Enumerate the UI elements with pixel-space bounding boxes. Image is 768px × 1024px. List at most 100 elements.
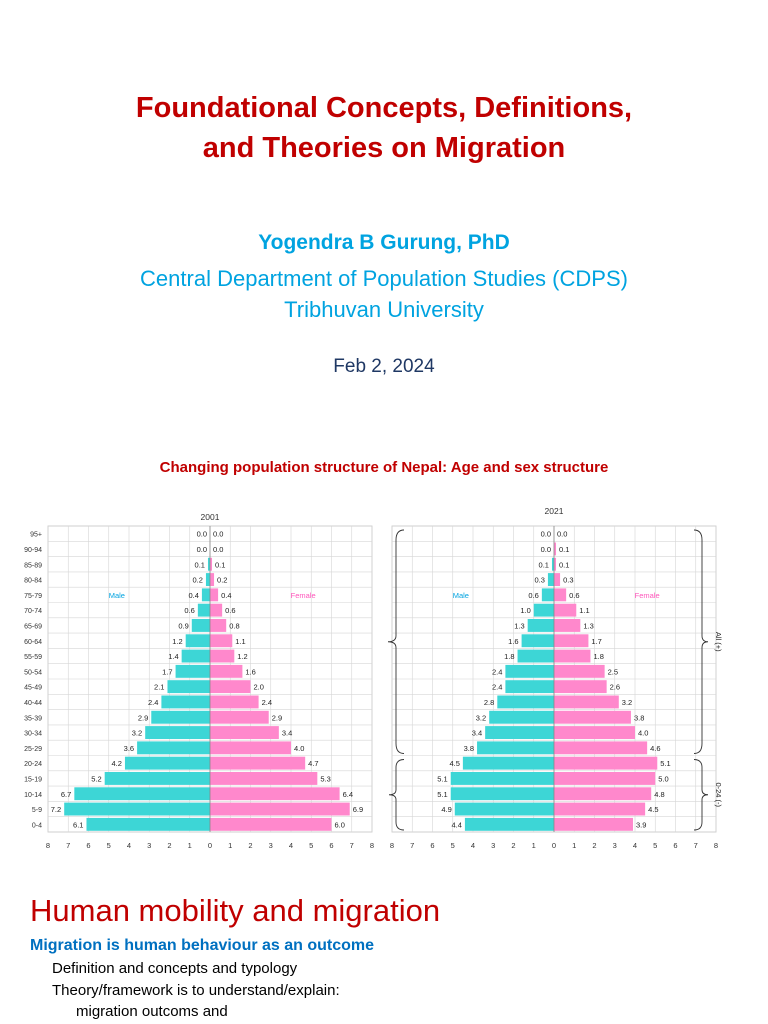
p2-male-bar — [517, 649, 554, 663]
p2-male-bar — [454, 802, 554, 816]
age-group-label: 50-54 — [24, 669, 42, 676]
p2-male-bar — [450, 772, 554, 785]
p1-male-value-label: 0.4 — [188, 591, 198, 600]
p1-x-tick-label: 1 — [188, 841, 192, 850]
age-group-label: 35-39 — [24, 715, 42, 722]
slide-title-line2: and Theories on Migration — [202, 132, 566, 164]
p1-male-bar — [197, 603, 210, 617]
age-group-label: 95+ — [30, 532, 42, 539]
p2-x-tick-label: 6 — [430, 841, 434, 850]
p2-female-value-label: 4.8 — [654, 790, 664, 799]
p2-x-tick-label: 2 — [592, 841, 596, 850]
p2-female-bar — [554, 542, 557, 556]
p2-female-value-label: 3.2 — [622, 698, 632, 707]
p1-female-bar — [210, 603, 223, 617]
p1-legend-female: Female — [291, 591, 316, 600]
p1-female-bar — [210, 664, 243, 678]
p1-male-value-label: 2.4 — [148, 698, 158, 707]
p2-female-bar — [554, 710, 631, 724]
p1-female-value-label: 1.1 — [235, 637, 245, 646]
p1-x-tick-label: 6 — [329, 841, 333, 850]
p1-male-bar — [86, 817, 210, 831]
p2-x-tick-label: 0 — [552, 841, 556, 850]
p1-male-bar — [201, 588, 210, 602]
p2-female-value-label: 2.6 — [610, 683, 620, 692]
age-group-label: 40-44 — [24, 700, 42, 707]
age-group-label: 70-74 — [24, 608, 42, 615]
p1-male-bar — [64, 802, 210, 816]
p1-female-value-label: 2.0 — [254, 683, 264, 692]
p1-female-value-label: 2.9 — [272, 713, 282, 722]
p2-x-tick-label: 8 — [390, 841, 394, 850]
p2-male-bar — [477, 741, 554, 755]
p1-male-value-label: 6.1 — [73, 820, 83, 829]
p1-chart-title: 2001 — [201, 512, 220, 522]
p2-male-value-label: 4.5 — [449, 759, 459, 768]
age-group-label: 30-34 — [24, 731, 42, 738]
p2-male-bar — [551, 557, 554, 571]
p1-x-tick-label: 0 — [208, 841, 212, 850]
p1-male-value-label: 0.9 — [178, 621, 188, 630]
p1-x-tick-label: 7 — [66, 841, 70, 850]
age-group-label: 25-29 — [24, 746, 42, 753]
p2-male-bar — [497, 695, 554, 709]
p1-male-bar — [207, 557, 210, 571]
affiliation-line2: Tribhuvan University — [284, 297, 484, 322]
p2-male-bar — [521, 634, 554, 648]
p2-female-bar — [554, 634, 589, 648]
bullet-item: Definition and concepts and typology — [52, 960, 298, 977]
age-group-label: 90-94 — [24, 547, 42, 554]
p1-female-value-label: 0.2 — [217, 576, 227, 585]
p1-female-bar — [210, 787, 340, 801]
age-group-label: 20-24 — [24, 761, 42, 768]
p1-male-value-label: 0.2 — [193, 576, 203, 585]
p2-x-tick-label: 3 — [491, 841, 495, 850]
right-brace-youth — [693, 759, 709, 831]
p2-female-bar — [554, 664, 605, 678]
p2-male-value-label: 1.3 — [514, 621, 524, 630]
p2-male-value-label: 3.2 — [476, 713, 486, 722]
p2-male-value-label: 0.1 — [539, 560, 549, 569]
p1-x-tick-label: 1 — [228, 841, 232, 850]
p2-x-tick-label: 1 — [572, 841, 576, 850]
p2-male-bar — [527, 619, 554, 632]
p1-male-value-label: 5.2 — [91, 774, 101, 783]
p2-female-value-label: 1.1 — [579, 606, 589, 615]
p2-male-bar — [489, 710, 554, 724]
p1-male-bar — [181, 649, 210, 663]
p2-male-value-label: 0.0 — [541, 530, 551, 539]
p1-x-tick-label: 4 — [127, 841, 131, 850]
p1-female-bar — [210, 817, 332, 831]
p1-x-tick-label: 5 — [107, 841, 111, 850]
age-group-label: 15-19 — [24, 776, 42, 783]
annotation-all-plus: All (+) — [714, 632, 723, 652]
p2-x-tick-label: 7 — [694, 841, 698, 850]
p1-female-bar — [210, 772, 318, 785]
p2-x-tick-label: 6 — [673, 841, 677, 850]
annotation-0-24-minus: 0-24 (-) — [714, 782, 723, 807]
p2-male-value-label: 4.4 — [451, 820, 461, 829]
p1-male-value-label: 7.2 — [51, 805, 61, 814]
p1-female-value-label: 0.8 — [229, 621, 239, 630]
p1-x-tick-label: 2 — [248, 841, 252, 850]
p1-female-bar — [210, 802, 350, 816]
p1-male-value-label: 1.4 — [168, 652, 178, 661]
p2-female-bar — [554, 787, 652, 801]
age-group-label: 10-14 — [24, 792, 42, 799]
age-group-label: 80-84 — [24, 578, 42, 585]
p1-male-value-label: 4.2 — [112, 759, 122, 768]
p2-male-value-label: 0.3 — [534, 576, 544, 585]
p2-female-value-label: 4.6 — [650, 744, 660, 753]
p1-x-tick-label: 4 — [289, 841, 293, 850]
p1-male-bar — [185, 634, 210, 648]
p2-female-bar — [554, 802, 646, 816]
p1-male-bar — [151, 710, 210, 724]
p2-male-bar — [464, 817, 554, 831]
p1-female-bar — [210, 695, 259, 709]
p2-male-bar — [462, 756, 554, 770]
age-group-label: 55-59 — [24, 654, 42, 661]
p1-female-value-label: 0.0 — [213, 545, 223, 554]
p2-female-value-label: 1.7 — [591, 637, 601, 646]
p2-male-bar — [541, 588, 554, 602]
p2-female-bar — [554, 573, 561, 586]
